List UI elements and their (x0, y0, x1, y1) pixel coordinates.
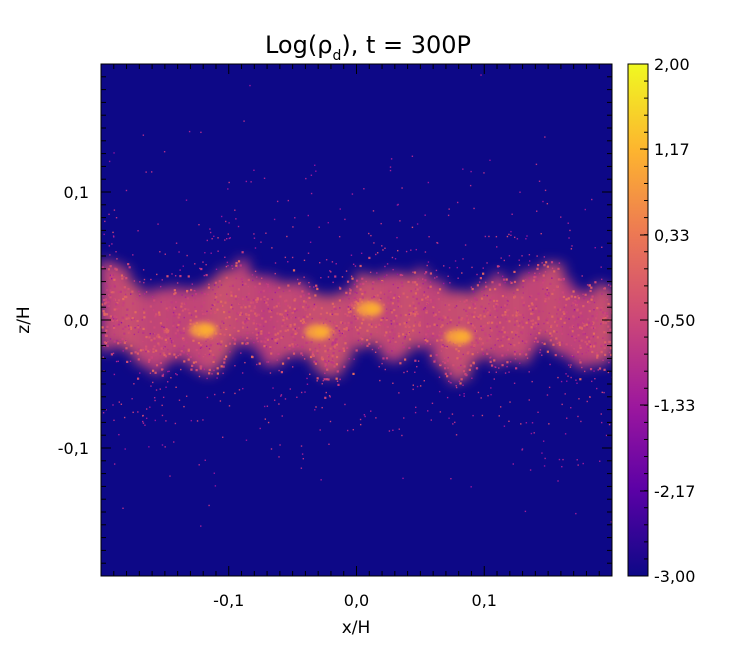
colorbar: 2,00 1,17 0,33 -0,50 -1,33 -2,17 -3,00 (627, 55, 695, 586)
y-tick-label: -0,1 (58, 439, 89, 458)
colorbar-tick-label: 0,33 (654, 226, 690, 245)
colorbar-tick-label: -1,33 (654, 396, 695, 415)
axes: -0,1 0,0 0,1 -0,1 0,0 0,1 (58, 64, 612, 610)
colorbar-tick-label: 2,00 (654, 55, 690, 74)
x-tick-label: -0,1 (213, 591, 244, 610)
x-axis-label: x/H (342, 618, 371, 638)
x-tick-label: 0,1 (472, 591, 497, 610)
colorbar-tick-label: 1,17 (654, 140, 690, 159)
colorbar-tick-label: -0,50 (654, 311, 695, 330)
y-tick-label: 0,0 (64, 311, 89, 330)
y-axis-label: z/H (14, 306, 34, 333)
dense-clumps (189, 300, 473, 345)
y-tick-label: 0,1 (64, 183, 89, 202)
heatmap-area (100, 63, 613, 577)
x-tick-label: 0,0 (344, 591, 369, 610)
colorbar-tick-label: -3,00 (654, 567, 695, 586)
colorbar-tick-label: -2,17 (654, 482, 695, 501)
chart-title: Log(ρd), t = 300P (265, 31, 471, 64)
